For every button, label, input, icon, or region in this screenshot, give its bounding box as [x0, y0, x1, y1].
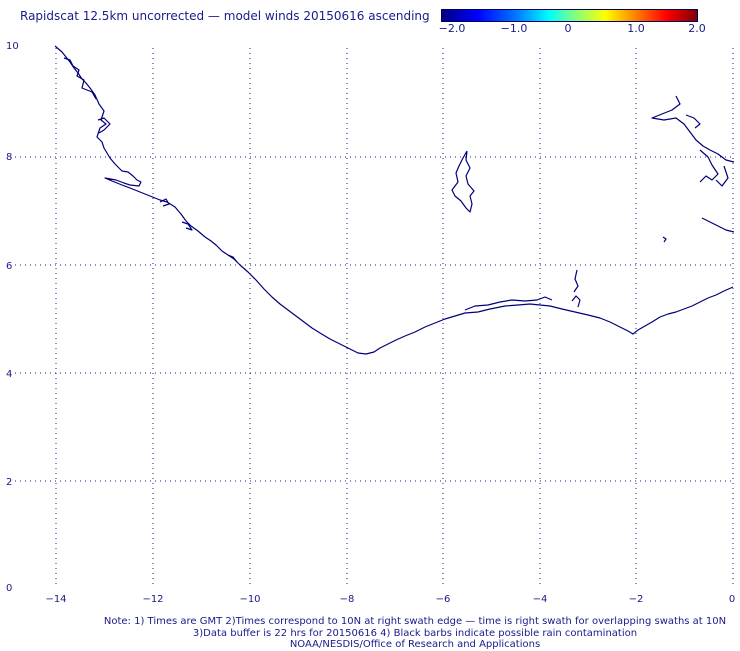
- coastline: [54, 45, 735, 355]
- colorbar-label-min: −2.0: [438, 22, 466, 35]
- colorbar-label-max: 2.0: [688, 22, 706, 35]
- note-line-3: NOAA/NESDIS/Office of Research and Appli…: [289, 639, 541, 650]
- note-line-2: 3)Data buffer is 22 hrs for 20150616 4) …: [192, 627, 638, 639]
- y-tick-label: 4: [6, 369, 12, 380]
- colorbar-label-pos1: 1.0: [627, 22, 645, 35]
- note-line-1: Note: 1) Times are GMT 2)Times correspon…: [103, 616, 727, 627]
- x-axis-ticks: −14 −12 −10 −8 −6 −4 −2 0: [45, 594, 735, 605]
- map-title: Rapidscat 12.5km uncorrected — model win…: [20, 9, 430, 23]
- x-tick-label: −14: [45, 594, 66, 605]
- x-tick-label: −6: [436, 594, 451, 605]
- x-tick-label: 0: [729, 594, 735, 605]
- y-tick-label: 8: [6, 152, 12, 163]
- y-tick-label: 0: [6, 583, 12, 594]
- y-tick-label: 10: [6, 41, 19, 52]
- colorbar-label-neg1: −1.0: [500, 22, 528, 35]
- x-tick-label: −8: [340, 594, 355, 605]
- y-tick-label: 2: [6, 477, 12, 488]
- grid-lines: [10, 48, 734, 588]
- color-scale-bar: [441, 9, 698, 22]
- x-tick-label: −2: [629, 594, 644, 605]
- colorbar-label-zero: 0: [564, 22, 572, 35]
- footnotes: Note: 1) Times are GMT 2)Times correspon…: [0, 616, 740, 651]
- x-tick-label: −4: [533, 594, 548, 605]
- x-tick-label: −12: [142, 594, 163, 605]
- y-axis-ticks: 0 2 4 6 8 10: [6, 41, 19, 594]
- x-tick-label: −10: [239, 594, 260, 605]
- y-tick-label: 6: [6, 261, 12, 272]
